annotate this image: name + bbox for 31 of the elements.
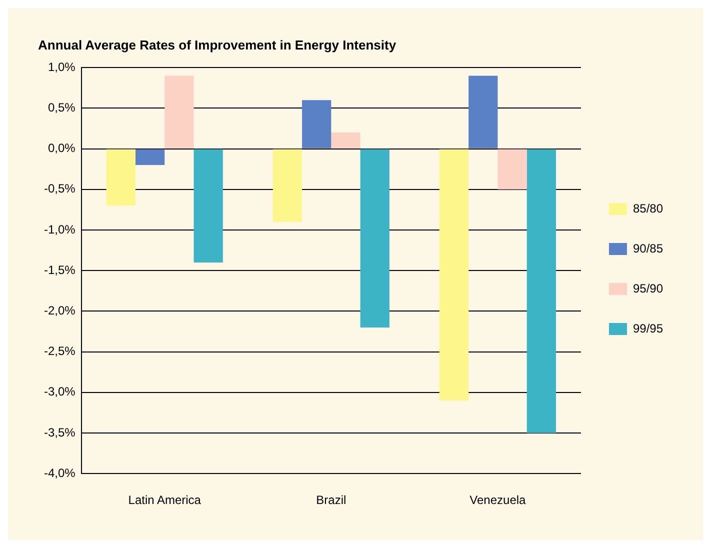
- bar: [194, 149, 223, 262]
- bar: [135, 149, 165, 166]
- y-tick-label: -3,5%: [44, 425, 76, 440]
- bar: [360, 149, 390, 328]
- x-tick-label: Venezuela: [470, 493, 526, 508]
- x-tick-label: Brazil: [316, 493, 346, 508]
- y-tick-label: -0,5%: [44, 182, 76, 196]
- legend-label: 99/95: [632, 321, 664, 336]
- legend-label: 95/90: [632, 281, 664, 296]
- legend-label: 90/85: [632, 241, 664, 256]
- bar: [331, 132, 360, 148]
- y-tick-label: -1,0%: [44, 222, 76, 236]
- bar: [302, 100, 332, 148]
- y-tick-label: 0,5%: [48, 100, 76, 115]
- bar: [526, 149, 556, 433]
- legend-label: 85/80: [632, 201, 664, 216]
- y-tick-label: 1,0%: [48, 60, 76, 74]
- bar: [439, 149, 469, 401]
- y-tick-label: -4,0%: [44, 466, 76, 480]
- bar: [498, 149, 527, 190]
- y-tick-label: -1,5%: [44, 262, 76, 277]
- bar: [106, 149, 136, 206]
- bar: [164, 76, 194, 148]
- chart-title: Annual Average Rates of Improvement in Energy Intensity: [38, 37, 397, 52]
- y-tick-label: -2,5%: [44, 344, 76, 358]
- x-tick-label: Latin America: [128, 493, 202, 508]
- bar: [272, 149, 302, 222]
- y-tick-label: 0,0%: [48, 141, 76, 156]
- y-tick-label: -2,0%: [44, 304, 76, 318]
- y-tick-label: -3,0%: [44, 384, 76, 399]
- bar: [468, 76, 498, 148]
